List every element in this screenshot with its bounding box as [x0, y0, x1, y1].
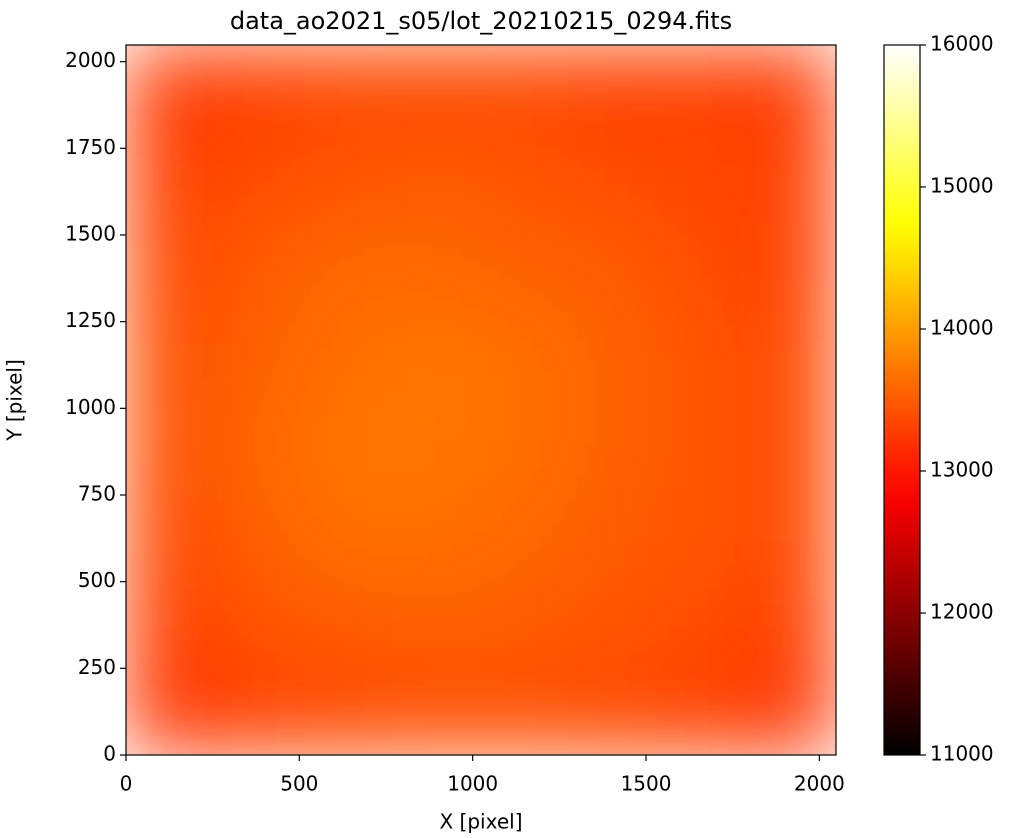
y-tick-label: 1500 [65, 221, 116, 245]
pixel-cell [658, 222, 748, 312]
pixel-cell [569, 45, 659, 135]
pixel-cell [392, 577, 482, 667]
pixel-cell [747, 666, 836, 755]
x-tick-label: 500 [280, 772, 318, 796]
colorbar-tick-label: 13000 [930, 458, 994, 482]
pixel-cell [481, 400, 571, 490]
pixel-cell [481, 311, 571, 401]
pixel-cell [303, 45, 393, 135]
pixel-cell [214, 666, 304, 755]
pixel-cell [569, 133, 659, 223]
pixel-cell [303, 400, 393, 490]
pixel-cell [658, 577, 748, 667]
pixel-cell [747, 45, 836, 135]
pixel-cell [569, 666, 659, 755]
pixel-cell [126, 400, 216, 490]
pixel-cell [303, 577, 393, 667]
y-tick-label: 1250 [65, 308, 116, 332]
pixel-cell [214, 311, 304, 401]
pixel-cell [569, 400, 659, 490]
y-tick-label: 1750 [65, 135, 116, 159]
pixel-cell [658, 400, 748, 490]
colorbar-tick-label: 14000 [930, 316, 994, 340]
pixel-cell [658, 45, 748, 135]
pixel-cell [747, 488, 836, 578]
pixel-cell [214, 133, 304, 223]
colorbar-tick-label: 16000 [930, 32, 994, 56]
x-axis-label: X [pixel] [440, 810, 523, 834]
pixel-cell [303, 666, 393, 755]
pixel-cell [481, 45, 571, 135]
pixel-cell [303, 133, 393, 223]
pixel-cell [214, 577, 304, 667]
pixel-cell [747, 400, 836, 490]
colorbar [883, 44, 921, 756]
pixel-cell [481, 133, 571, 223]
x-tick-label: 2000 [794, 772, 845, 796]
pixel-cell [658, 488, 748, 578]
pixel-cell [392, 311, 482, 401]
pixel-cell [569, 222, 659, 312]
y-tick-label: 0 [103, 742, 116, 766]
chart-title: data_ao2021_s05/lot_20210215_0294.fits [230, 7, 732, 35]
pixel-cell [392, 133, 482, 223]
pixel-cell [126, 311, 216, 401]
colorbar-tick-label: 11000 [930, 742, 994, 766]
pixel-cell [126, 666, 216, 755]
colorbar-tick-label: 12000 [930, 600, 994, 624]
pixel-cell [658, 666, 748, 755]
pixel-cell [392, 666, 482, 755]
pixel-cell [569, 311, 659, 401]
pixel-cell [481, 666, 571, 755]
y-tick-label: 2000 [65, 48, 116, 72]
pixel-cell [303, 488, 393, 578]
pixel-cell [126, 222, 216, 312]
colorbar-tick-label: 15000 [930, 174, 994, 198]
x-tick-label: 1500 [621, 772, 672, 796]
pixel-cell [658, 311, 748, 401]
y-tick-label: 500 [78, 568, 116, 592]
pixel-cell [126, 133, 216, 223]
pixel-cell [569, 488, 659, 578]
pixel-cell [658, 133, 748, 223]
pixel-cell [392, 488, 482, 578]
pixel-cell [126, 45, 216, 135]
pixel-cell [214, 45, 304, 135]
pixel-cell [303, 311, 393, 401]
plot-frame [125, 44, 837, 756]
pixel-cell [392, 45, 482, 135]
pixel-cell [747, 577, 836, 667]
pixel-cell [214, 488, 304, 578]
pixel-cell [126, 488, 216, 578]
image [126, 45, 836, 755]
pixel-cell [392, 222, 482, 312]
pixel-cell [481, 222, 571, 312]
y-tick-label: 1000 [65, 395, 116, 419]
pixel-cell [747, 133, 836, 223]
x-tick-label: 0 [120, 772, 133, 796]
y-tick-label: 750 [78, 481, 116, 505]
pixel-cell [214, 222, 304, 312]
pixel-cell [214, 400, 304, 490]
x-tick-label: 1000 [447, 772, 498, 796]
pixel-cell [747, 222, 836, 312]
y-axis-label: Y [pixel] [3, 359, 27, 442]
pixel-cell [303, 222, 393, 312]
pixel-cell [569, 577, 659, 667]
pixel-cell [481, 577, 571, 667]
y-tick-label: 250 [78, 655, 116, 679]
pixel-cell [126, 577, 216, 667]
pixel-cell [747, 311, 836, 401]
pixel-cell [481, 488, 571, 578]
pixel-cell [392, 400, 482, 490]
